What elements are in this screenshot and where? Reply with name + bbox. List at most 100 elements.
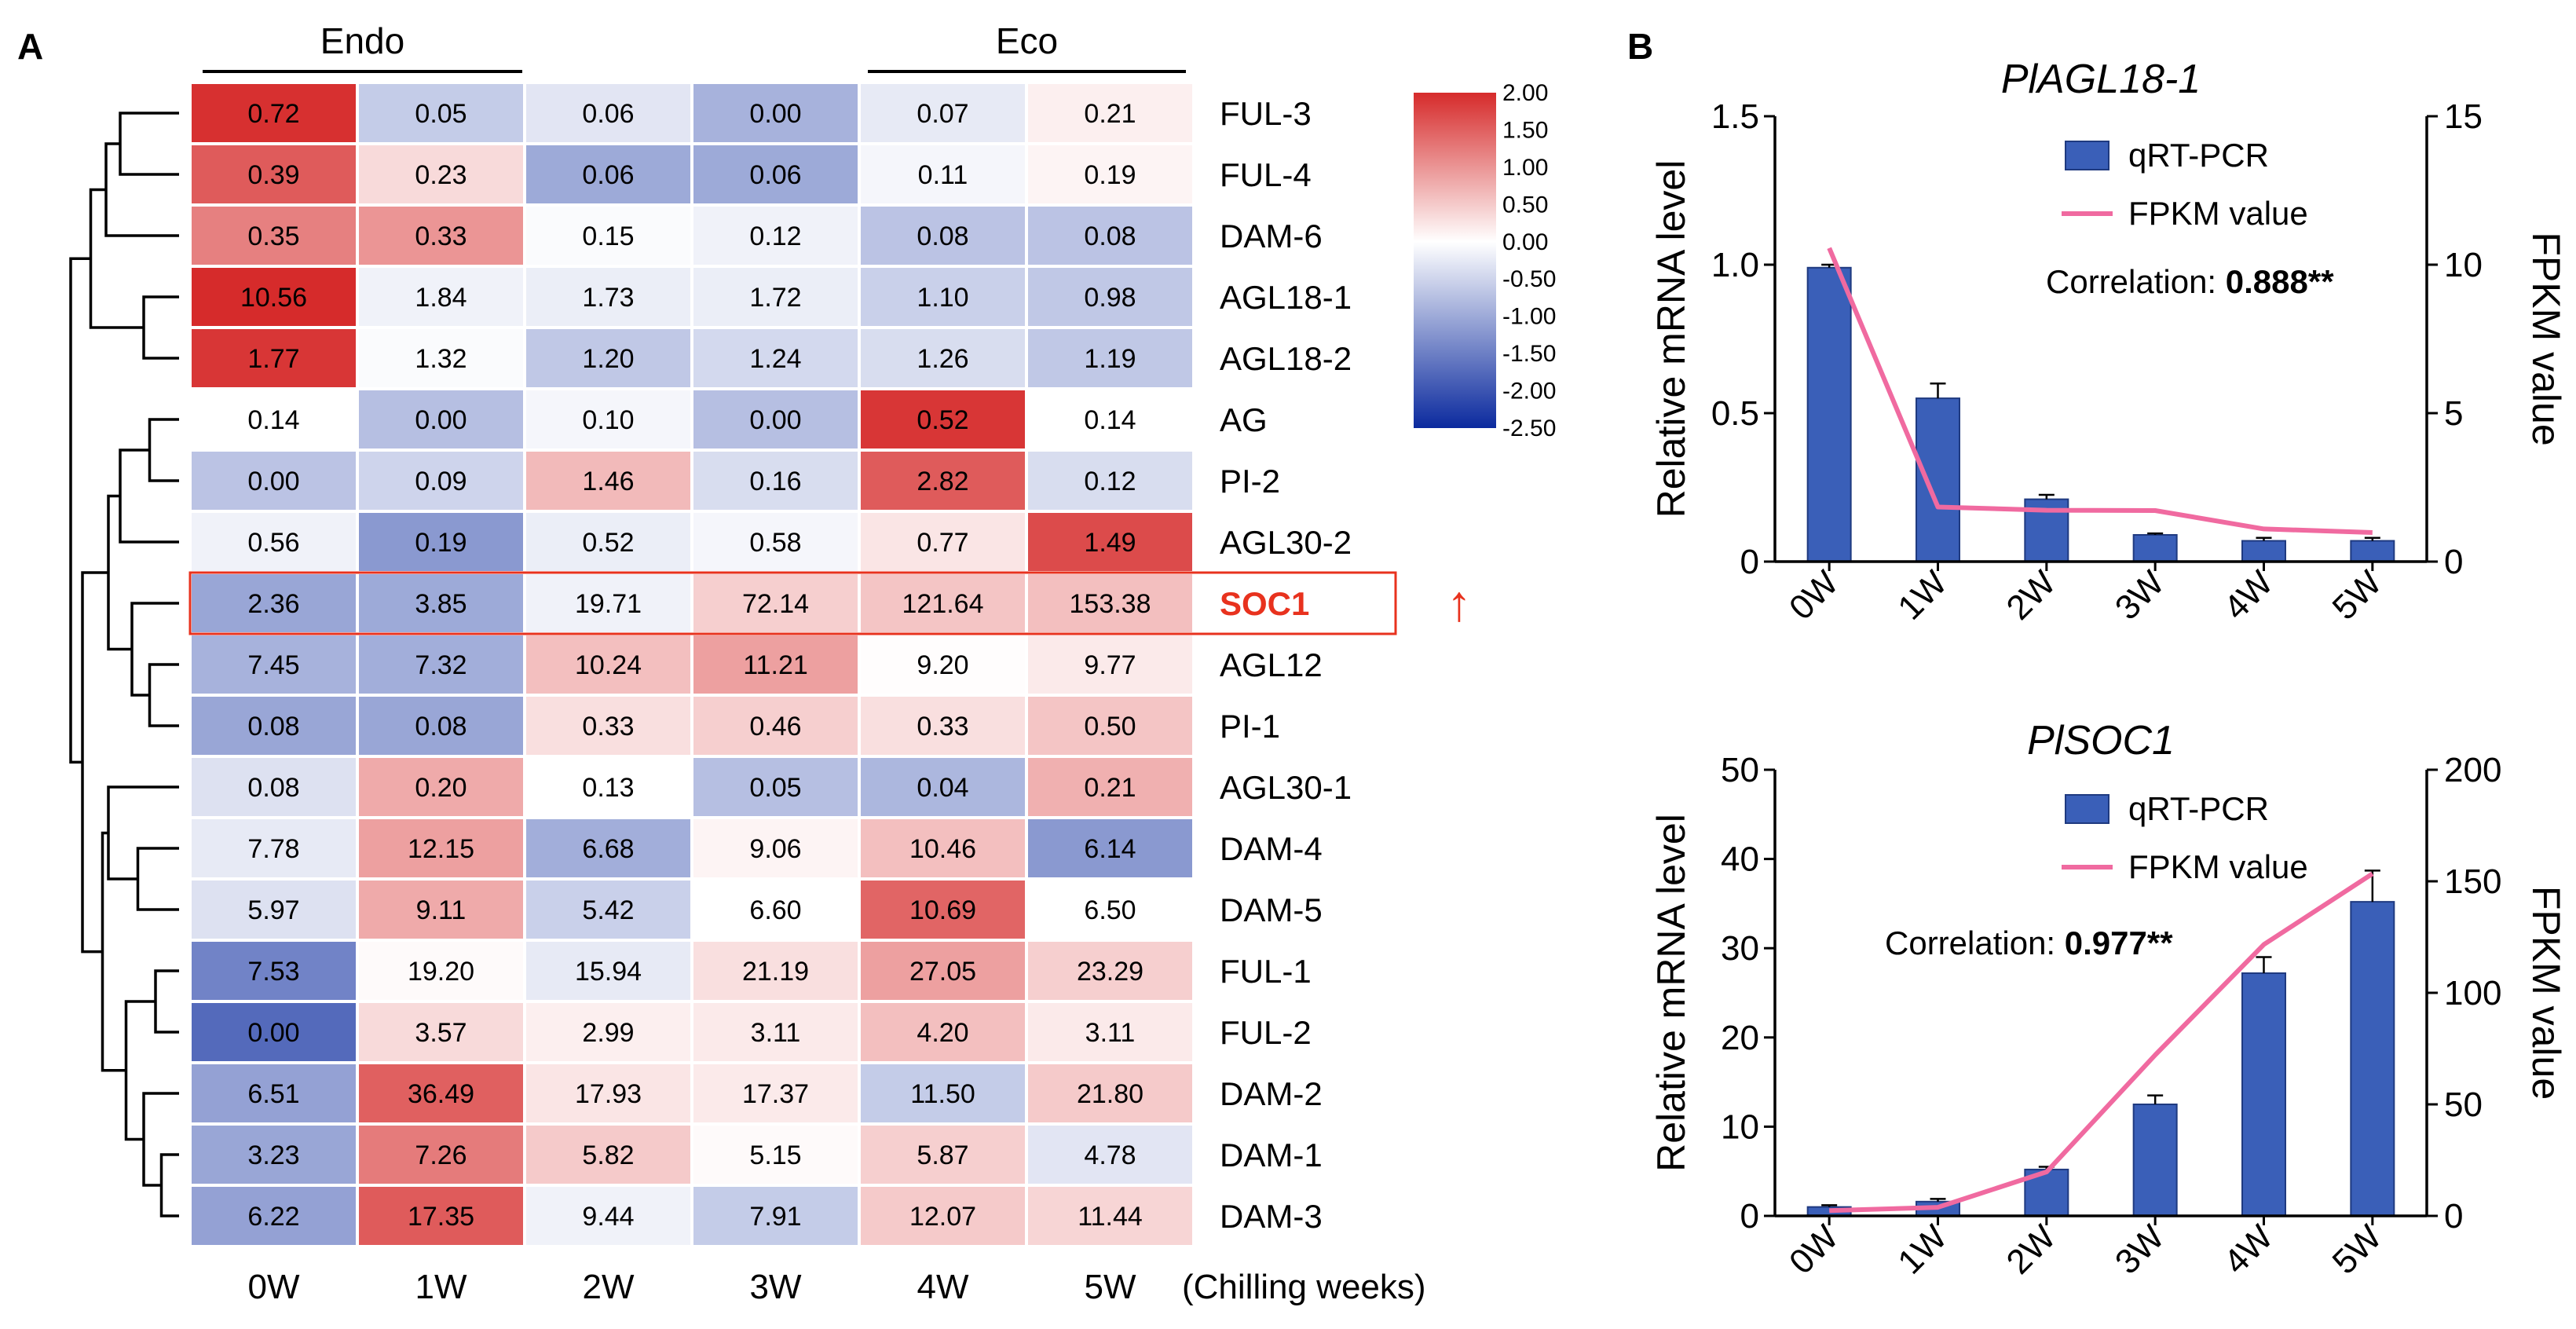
x-tick-label: 5W	[2325, 1217, 2390, 1282]
right-tick-label: 10	[2444, 246, 2483, 284]
cell-value: 0.00	[749, 405, 801, 435]
cell-value: 0.98	[1084, 283, 1136, 313]
dendrogram-branch	[119, 112, 179, 176]
gene-label: AGL18-2	[1220, 340, 1352, 377]
left-tick-label: 50	[1721, 751, 1759, 789]
cell-value: 1.77	[247, 344, 299, 374]
correlation-value: 0.977**	[2065, 924, 2173, 961]
scale-tick-label: -1.50	[1502, 341, 1556, 367]
cell-value: 5.82	[582, 1140, 634, 1170]
cell-value: 0.14	[247, 405, 299, 435]
cell-value: 0.46	[749, 712, 801, 741]
left-tick-label: 1.5	[1711, 97, 1759, 136]
panel-label-b: B	[1627, 26, 1653, 67]
cell-value: 3.23	[247, 1140, 299, 1170]
cell-value: 0.35	[247, 222, 299, 251]
cell-value: 7.32	[415, 650, 467, 680]
dendrogram-branch	[89, 188, 144, 329]
x-tick-label: 0W	[1782, 1217, 1846, 1282]
cell-value: 7.78	[247, 834, 299, 864]
cell-value: 6.22	[247, 1202, 299, 1232]
heatmap-cell	[1025, 877, 1195, 942]
heatmap-cell	[858, 387, 1028, 452]
heatmap-cell	[523, 326, 693, 390]
cell-value: 11.50	[910, 1079, 975, 1109]
highlight-arrow: ↑	[1447, 575, 1472, 632]
heatmap-cell	[523, 203, 693, 268]
heatmap-cell	[188, 1122, 359, 1187]
fpkm-line	[1829, 871, 2374, 1214]
heatmap-cell	[858, 632, 1028, 697]
heatmap-cell	[690, 510, 861, 574]
scale-tick-label: -0.50	[1502, 266, 1556, 292]
bar	[2350, 901, 2395, 1217]
heatmap-cell	[690, 265, 861, 329]
cell-value: 6.51	[247, 1079, 299, 1109]
cell-value: 0.10	[582, 405, 634, 435]
cell-value: 7.91	[749, 1202, 801, 1232]
heatmap-cell	[356, 326, 526, 390]
heatmap-cell	[1025, 816, 1195, 881]
heatmap-cell	[1025, 632, 1195, 697]
cell-value: 17.93	[575, 1079, 642, 1109]
column-label: 1W	[415, 1268, 467, 1306]
x-axis-suffix: (Chilling weeks)	[1182, 1268, 1426, 1306]
cell-value: 0.08	[917, 222, 968, 251]
chart-plsoc1: PlSOC1 0 10 20 30 40 50 0 50 100 150 200 0W 1W 2W 3W 4W 5…	[1649, 718, 2568, 1282]
cell-value: 12.07	[909, 1202, 976, 1232]
legend-bar-label: qRT-PCR	[2128, 137, 2269, 174]
cell-value: 0.06	[582, 160, 634, 190]
column-label: 2W	[583, 1268, 635, 1306]
cell-value: 19.71	[575, 589, 642, 619]
heatmap-cell	[523, 632, 693, 697]
heatmap-cell	[1025, 1000, 1195, 1064]
bar	[2241, 972, 2286, 1217]
cell-value: 0.19	[1084, 160, 1136, 190]
heatmap-cell	[1025, 203, 1195, 268]
heatmap-cell	[523, 81, 693, 145]
cell-value: 7.45	[247, 650, 299, 680]
dendrogram-branch	[81, 571, 108, 954]
cell-value: 11.21	[743, 650, 808, 680]
cell-value: 5.87	[917, 1140, 968, 1170]
gene-label: DAM-2	[1220, 1075, 1323, 1112]
fpkm-line	[1827, 247, 2373, 535]
right-tick-label: 150	[2444, 862, 2501, 901]
heatmap-cell	[356, 265, 526, 329]
heatmap-cell	[1025, 755, 1195, 819]
dendrogram-branch	[148, 418, 179, 482]
cell-value: 9.77	[1084, 650, 1136, 680]
x-tick-label: 2W	[2000, 563, 2064, 628]
heatmap-cell	[1025, 81, 1195, 145]
x-tick-label: 0W	[1782, 563, 1846, 628]
cell-value: 15.94	[575, 957, 642, 987]
cell-value: 1.46	[582, 467, 634, 496]
bar	[1806, 266, 1852, 562]
cell-value: 6.14	[1084, 834, 1136, 864]
cell-value: 3.11	[751, 1018, 801, 1048]
cell-value: 0.56	[247, 528, 299, 558]
dendrogram-branch	[142, 295, 179, 360]
cell-value: 0.50	[1084, 712, 1136, 741]
correlation-label: Correlation:	[2046, 263, 2226, 300]
gene-label: FUL-3	[1220, 95, 1312, 132]
x-tick-label: 1W	[1890, 1217, 1955, 1282]
bar	[2350, 540, 2395, 562]
legend-line-label: FPKM value	[2128, 195, 2308, 232]
cell-value: 5.15	[749, 1140, 801, 1170]
cell-value: 0.06	[582, 99, 634, 129]
dendrogram-branch	[101, 831, 126, 1072]
heatmap-cell	[356, 632, 526, 697]
cell-value: 10.46	[909, 834, 976, 864]
gene-label: DAM-6	[1220, 218, 1323, 254]
gene-label: AG	[1220, 401, 1268, 438]
cell-value: 0.52	[582, 528, 634, 558]
heatmap-cell	[523, 387, 693, 452]
left-tick-label: 0	[1740, 543, 1759, 581]
dendrogram-branch	[159, 1153, 179, 1217]
cell-value: 153.38	[1070, 589, 1151, 619]
cell-value: 0.09	[415, 467, 467, 496]
gene-label: DAM-1	[1220, 1137, 1323, 1173]
column-label: 4W	[917, 1268, 969, 1306]
